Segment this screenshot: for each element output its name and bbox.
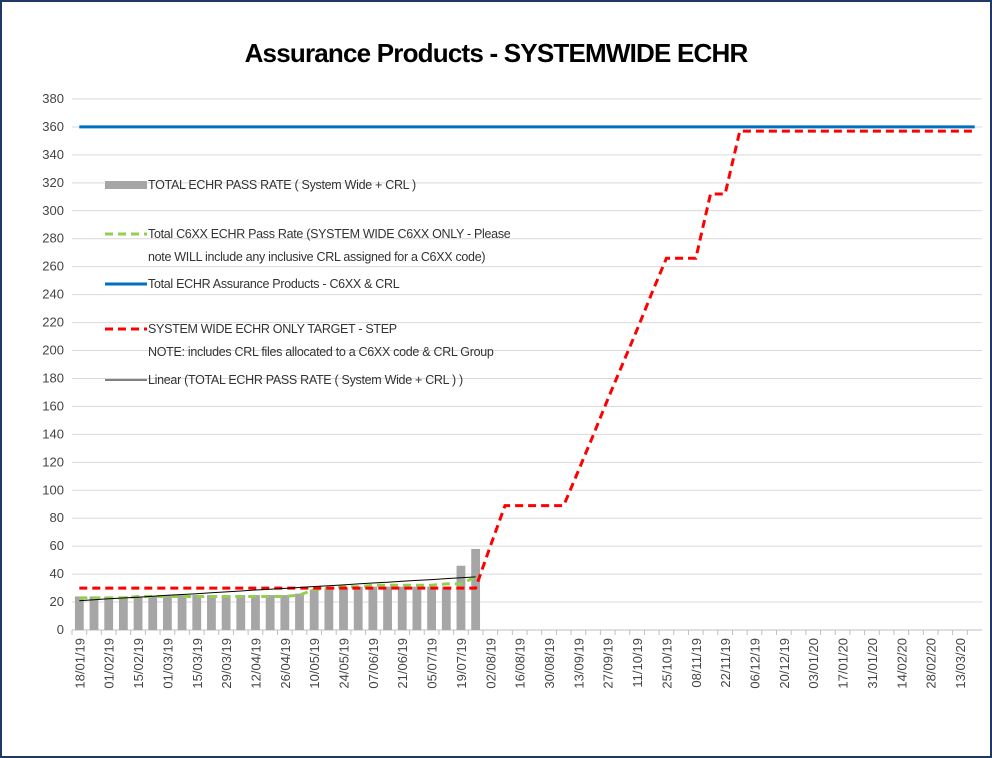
x-tick-label: 31/01/20 (865, 638, 880, 689)
x-tick-label: 03/01/20 (806, 638, 821, 689)
bar (353, 586, 363, 630)
x-tick-label: 12/04/19 (248, 638, 263, 689)
bar (74, 596, 84, 630)
legend-entry: Total ECHR Assurance Products - C6XX & C… (102, 273, 533, 296)
y-tick-label: 100 (42, 482, 64, 497)
line-series (79, 129, 975, 590)
y-tick-label: 0 (57, 622, 64, 637)
x-tick-label: 26/04/19 (278, 638, 293, 689)
x-tick-label: 10/05/19 (307, 638, 322, 689)
y-tick-label: 340 (42, 147, 64, 162)
bar (118, 596, 128, 630)
y-tick-label: 240 (42, 287, 64, 302)
y-tick-label: 260 (42, 259, 64, 274)
bar (324, 588, 334, 630)
bar (236, 595, 246, 630)
x-tick-label: 18/01/19 (72, 638, 87, 689)
y-tick-label: 200 (42, 343, 64, 358)
x-tick-label: 02/08/19 (483, 638, 498, 689)
legend-entry: SYSTEM WIDE ECHR ONLY TARGET - STEP NOTE… (102, 318, 533, 364)
x-tick-label: 07/06/19 (366, 638, 381, 689)
y-tick-label: 40 (50, 566, 64, 581)
y-tick-label: 320 (42, 175, 64, 190)
legend-label: Total C6XX ECHR Pass Rate (SYSTEM WIDE C… (148, 227, 511, 264)
y-tick-label: 180 (42, 370, 64, 385)
y-tick-label: 360 (42, 119, 64, 134)
bar (265, 595, 275, 630)
x-tick-label: 17/01/20 (836, 638, 851, 689)
x-tick-label: 08/11/19 (689, 638, 704, 688)
bar (207, 595, 216, 630)
x-tick-label: 21/06/19 (395, 638, 410, 689)
legend-entry: Linear (TOTAL ECHR PASS RATE ( System Wi… (102, 369, 533, 392)
legend-swatch (105, 327, 147, 331)
x-tick-label: 20/12/19 (777, 638, 792, 689)
legend-label: Total ECHR Assurance Products - C6XX & C… (148, 277, 400, 291)
x-tick-label: 27/09/19 (601, 638, 616, 689)
bar (177, 595, 187, 630)
bar (368, 586, 378, 630)
y-tick-label: 120 (42, 454, 64, 469)
x-tick-label: 14/02/20 (894, 638, 909, 689)
y-tick-label: 80 (50, 510, 64, 525)
legend-swatch (105, 232, 147, 236)
line-series (79, 576, 476, 602)
x-tick-label: 30/08/19 (542, 638, 557, 689)
bar (412, 586, 422, 630)
bar (441, 586, 451, 630)
x-tick-label: 19/07/19 (454, 638, 469, 689)
legend-label: Linear (TOTAL ECHR PASS RATE ( System Wi… (148, 373, 463, 387)
x-tick-label: 25/10/19 (659, 638, 674, 689)
bar (397, 586, 407, 630)
bar (221, 595, 231, 630)
y-tick-label: 20 (50, 594, 64, 609)
x-tick-label: 29/03/19 (219, 638, 234, 689)
legend-swatch (105, 181, 147, 189)
legend-label: TOTAL ECHR PASS RATE ( System Wide + CRL… (148, 178, 416, 192)
legend-swatch (105, 379, 147, 381)
x-tick-label: 13/03/20 (953, 638, 968, 689)
chart-title: Assurance Products - SYSTEMWIDE ECHR (245, 38, 749, 68)
x-tick-label: 15/02/19 (131, 638, 146, 689)
x-tick-label: 11/10/19 (630, 638, 645, 688)
bar (104, 596, 114, 630)
y-tick-label: 220 (42, 315, 64, 330)
legend-swatch (105, 282, 147, 286)
x-tick-label: 24/05/19 (337, 638, 352, 689)
bar (309, 589, 319, 630)
bar (456, 565, 466, 630)
x-tick-label: 16/08/19 (513, 638, 528, 689)
y-tick-label: 280 (42, 231, 64, 246)
x-tick-label: 01/02/19 (102, 638, 117, 689)
x-tick-label: 01/03/19 (160, 638, 175, 689)
y-tick-label: 380 (42, 91, 64, 106)
bar (295, 593, 304, 630)
x-tick-label: 22/11/19 (718, 638, 733, 688)
y-tick-label: 160 (42, 398, 64, 413)
bar (163, 595, 172, 630)
legend-label: SYSTEM WIDE ECHR ONLY TARGET - STEP NOTE… (148, 322, 494, 359)
x-tick-label: 15/03/19 (190, 638, 205, 689)
bar (251, 595, 260, 630)
x-tick-label: 13/09/19 (571, 638, 586, 689)
bar (133, 596, 143, 630)
x-tick-label: 05/07/19 (425, 638, 440, 689)
legend-entry: Total C6XX ECHR Pass Rate (SYSTEM WIDE C… (102, 223, 533, 269)
bar (280, 595, 290, 630)
y-tick-label: 140 (42, 426, 64, 441)
bar (192, 595, 202, 630)
y-tick-label: 60 (50, 538, 64, 553)
bar (383, 586, 392, 630)
bar (148, 596, 158, 630)
bar (89, 596, 99, 630)
bar (339, 588, 348, 630)
x-tick-label: 28/02/20 (924, 638, 939, 689)
y-tick-label: 300 (42, 203, 64, 218)
bar (427, 586, 436, 630)
x-tick-label: 06/12/19 (748, 638, 763, 689)
legend-entry: TOTAL ECHR PASS RATE ( System Wide + CRL… (102, 174, 533, 197)
